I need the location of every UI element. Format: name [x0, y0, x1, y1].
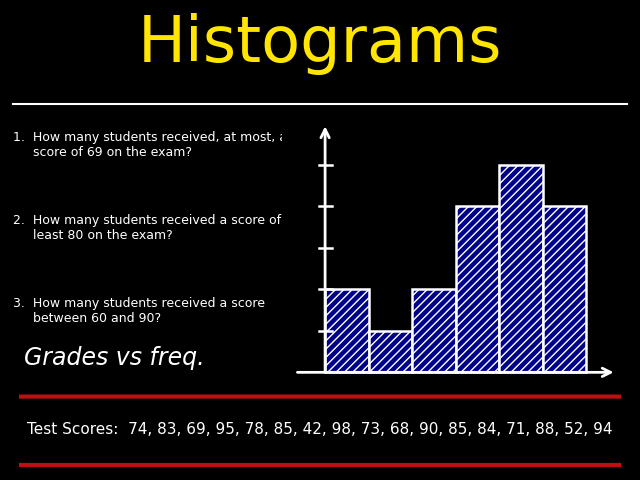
Bar	[456, 206, 499, 372]
Text: Test Scores:  74, 83, 69, 95, 78, 85, 42, 98, 73, 68, 90, 85, 84, 71, 88, 52, 94: Test Scores: 74, 83, 69, 95, 78, 85, 42,…	[28, 422, 612, 437]
Bar	[543, 206, 586, 372]
FancyBboxPatch shape	[12, 396, 628, 465]
Bar	[412, 289, 456, 372]
Bar	[499, 165, 543, 372]
Text: Grades vs freq.: Grades vs freq.	[24, 346, 204, 370]
Bar	[325, 289, 369, 372]
Text: 3.  How many students received a score
     between 60 and 90?: 3. How many students received a score be…	[13, 297, 265, 325]
Text: 1.  How many students received, at most, a
     score of 69 on the exam?: 1. How many students received, at most, …	[13, 131, 287, 159]
Text: Histograms: Histograms	[138, 13, 502, 75]
Text: 2.  How many students received a score of at
     least 80 on the exam?: 2. How many students received a score of…	[13, 214, 298, 242]
Bar	[369, 331, 412, 372]
